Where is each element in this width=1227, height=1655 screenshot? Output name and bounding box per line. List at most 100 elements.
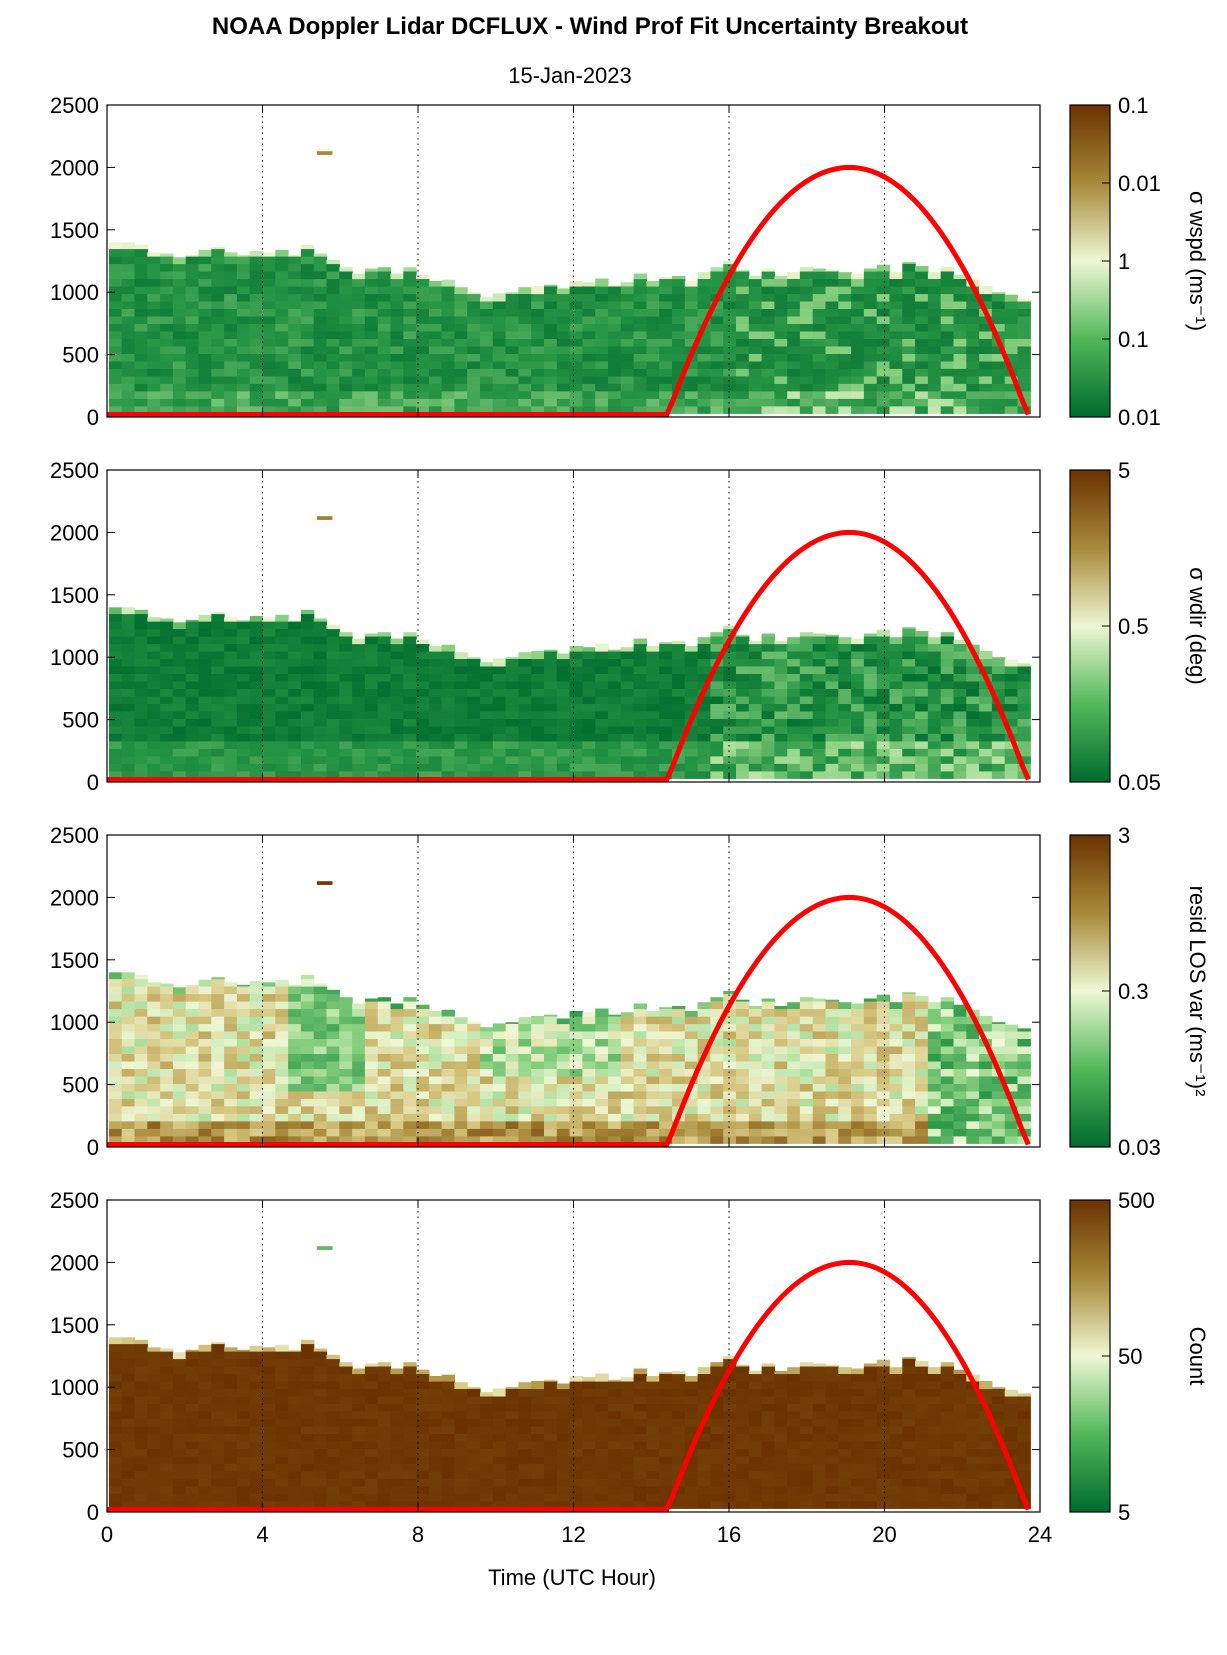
heatmap-cell [787, 1128, 801, 1137]
heatmap-cell [1004, 398, 1019, 407]
heatmap-cell [403, 680, 417, 689]
heatmap-cell [185, 755, 200, 764]
heatmap-cell [761, 383, 775, 392]
heatmap-cell [121, 703, 136, 712]
heatmap-cell [236, 323, 251, 332]
heatmap-cell [902, 725, 916, 734]
heatmap-cell [953, 718, 967, 727]
heatmap-cell [556, 315, 571, 324]
heatmap-cell [544, 740, 558, 749]
heatmap-cell [799, 725, 814, 734]
heatmap-cell [428, 1135, 443, 1144]
heatmap-cell [288, 1463, 302, 1472]
heatmap-cell [659, 642, 673, 644]
heatmap-cell [249, 278, 264, 287]
heatmap-cell [799, 1016, 814, 1025]
heatmap-cell [134, 293, 148, 302]
heatmap-cell [147, 263, 161, 272]
heatmap-cell [108, 248, 123, 257]
heatmap-cell [377, 330, 392, 339]
heatmap-cell [505, 1023, 519, 1032]
heatmap-cell [108, 300, 123, 309]
heatmap-cell [966, 375, 980, 384]
heatmap-cell [262, 1418, 276, 1427]
heatmap-cell [927, 1075, 942, 1084]
heatmap-cell [659, 1105, 673, 1114]
heatmap-cell [902, 643, 916, 652]
heatmap-cell [774, 1045, 788, 1054]
heatmap-cell [672, 770, 686, 779]
heatmap-cell [633, 688, 647, 697]
heatmap-cell [991, 1105, 1006, 1114]
heatmap-cell [569, 1023, 583, 1032]
heatmap-cell [441, 293, 455, 302]
heatmap-cell [275, 1433, 289, 1442]
heatmap-cell [863, 1068, 878, 1077]
heatmap-cell [313, 1045, 328, 1054]
heatmap-cell [185, 345, 200, 354]
heatmap-cell [108, 256, 123, 265]
heatmap-cell [300, 323, 315, 332]
heatmap-cell [377, 680, 392, 689]
heatmap-cell [300, 1366, 315, 1375]
heatmap-cell [748, 1030, 763, 1039]
heatmap-cell [364, 1120, 379, 1129]
heatmap-cell [608, 665, 622, 674]
heatmap-cell [428, 1030, 443, 1039]
heatmap-cell [416, 1120, 430, 1129]
heatmap-cell [185, 665, 200, 674]
heatmap-cell [582, 718, 596, 727]
heatmap-cell [288, 1351, 302, 1360]
heatmap-cell [428, 368, 443, 377]
heatmap-cell [108, 1433, 123, 1442]
heatmap-cell [851, 703, 865, 712]
heatmap-cell [646, 1045, 660, 1054]
heatmap-cell [390, 1478, 404, 1487]
heatmap-cell [915, 1075, 929, 1084]
heatmap-cell [940, 293, 955, 302]
heatmap-cell [902, 405, 916, 414]
heatmap-cell [160, 695, 174, 704]
heatmap-cell [723, 1023, 737, 1032]
heatmap-cell [608, 383, 622, 392]
heatmap-cell [467, 1113, 481, 1122]
heatmap-cell [480, 770, 494, 779]
heatmap-cell [966, 323, 980, 332]
heatmap-cell [339, 375, 353, 384]
heatmap-cell [300, 1463, 315, 1472]
heatmap-cell [825, 680, 839, 689]
heatmap-cell [710, 390, 724, 399]
heatmap-cell [684, 293, 699, 302]
heatmap-cell [134, 1425, 148, 1434]
heatmap-cell [147, 1098, 161, 1107]
heatmap-cell [556, 673, 571, 682]
heatmap-cell [352, 651, 366, 660]
heatmap-cell [185, 398, 200, 407]
heatmap-cell [108, 330, 123, 339]
heatmap-cell [620, 658, 635, 667]
heatmap-cell [377, 763, 392, 772]
heatmap-cell [595, 763, 609, 772]
heatmap-cell [403, 733, 417, 742]
heatmap-cell [211, 375, 225, 384]
heatmap-cell [211, 688, 225, 697]
heatmap-cell [147, 710, 161, 719]
heatmap-cell [403, 755, 417, 764]
heatmap-cell [160, 740, 174, 749]
heatmap-cell [569, 748, 583, 757]
heatmap-cell [262, 1500, 276, 1509]
heatmap-cell [774, 1128, 788, 1137]
heatmap-cell [863, 1105, 878, 1114]
heatmap-cell [211, 1038, 225, 1047]
heatmap-cell [825, 1045, 839, 1054]
heatmap-cell [224, 405, 238, 414]
heatmap-cell [902, 748, 916, 757]
heatmap-cell [249, 993, 264, 1002]
heatmap-cell [352, 1053, 366, 1062]
heatmap-cell [736, 286, 750, 295]
heatmap-cell [748, 1075, 763, 1084]
heatmap-cell [313, 1433, 328, 1442]
heatmap-cell [825, 740, 839, 749]
heatmap-cell [262, 1485, 276, 1494]
heatmap-cell [480, 662, 494, 667]
